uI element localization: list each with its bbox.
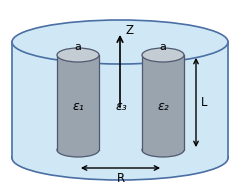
Text: a: a: [160, 42, 167, 52]
Ellipse shape: [12, 20, 228, 64]
Ellipse shape: [142, 143, 184, 157]
Polygon shape: [57, 55, 99, 150]
Ellipse shape: [12, 136, 228, 180]
Text: ε₃: ε₃: [115, 101, 127, 114]
Ellipse shape: [57, 143, 99, 157]
Text: R: R: [116, 171, 125, 184]
Text: a: a: [74, 42, 81, 52]
Polygon shape: [142, 55, 184, 150]
Text: L: L: [201, 96, 208, 109]
Text: ε₂: ε₂: [157, 101, 169, 114]
Ellipse shape: [57, 48, 99, 62]
Ellipse shape: [142, 48, 184, 62]
Text: ε₁: ε₁: [72, 101, 84, 114]
Polygon shape: [12, 42, 228, 158]
Text: Z: Z: [125, 23, 133, 36]
